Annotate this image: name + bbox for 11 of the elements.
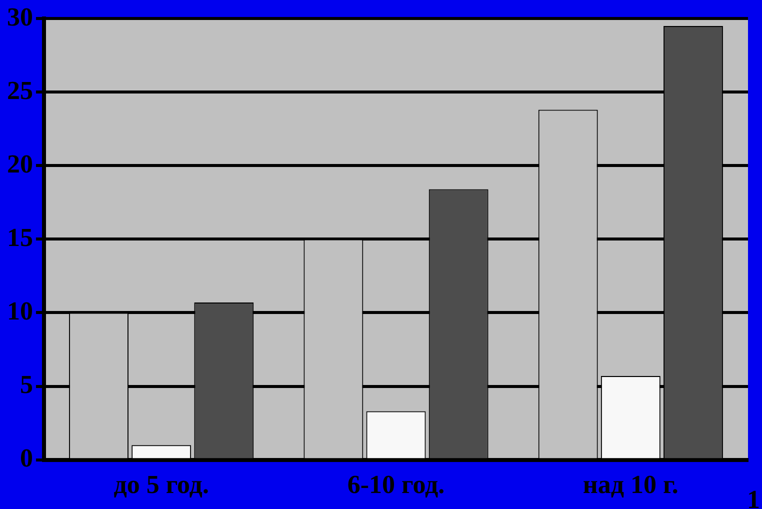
y-tick-label: 15	[7, 222, 33, 252]
text: 1	[747, 485, 760, 509]
y-tick-label: 0	[20, 444, 33, 473]
y-tick-label: 5	[20, 370, 33, 399]
x-tick-label: над 10 г.	[582, 470, 678, 500]
y-tick-label: 25	[7, 76, 33, 105]
x-tick-label: 6-10 год.	[347, 470, 445, 500]
x-tick-label: до 5 год.	[114, 470, 209, 500]
y-tick-label: 10	[7, 296, 33, 326]
y-tick-label: 30	[7, 2, 33, 32]
y-tick-label: 20	[7, 149, 33, 178]
